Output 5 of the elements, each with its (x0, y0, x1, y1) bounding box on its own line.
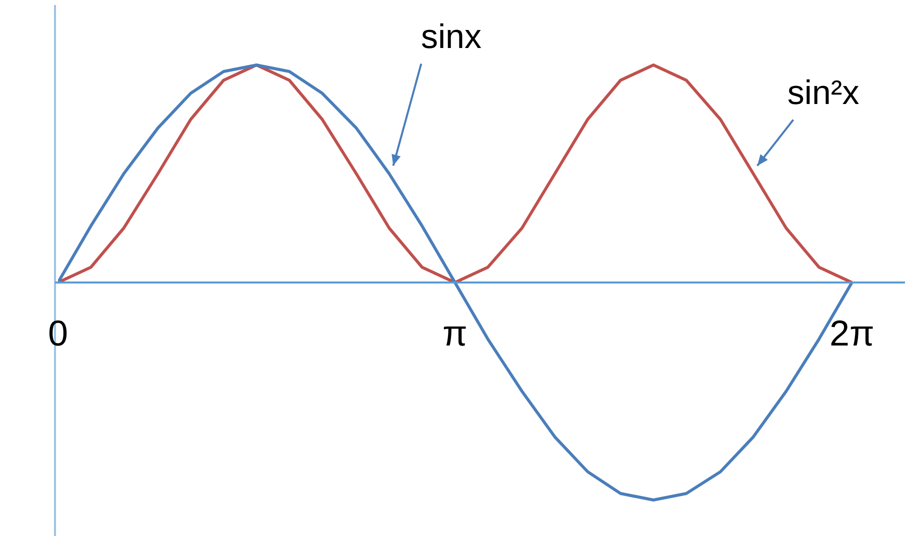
series-label: sin²x (787, 74, 860, 112)
x-tick-label: π (442, 312, 468, 354)
x-tick-label: 2π (829, 312, 874, 354)
text: sinx (420, 18, 482, 56)
x-tick-label: 0 (48, 312, 68, 354)
